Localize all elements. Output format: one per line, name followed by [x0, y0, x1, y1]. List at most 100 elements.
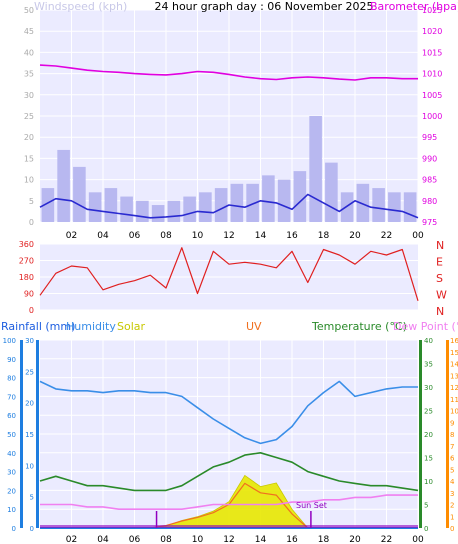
- wind-axis-tick-label: 40: [24, 48, 34, 57]
- temp-x-tick-label: 04: [97, 535, 109, 544]
- uv-axis-tick-label: 9: [450, 419, 454, 427]
- wind-gust-bar: [104, 188, 118, 222]
- uv-axis-tick-label: 2: [450, 502, 454, 510]
- wind-x-tick-label: 06: [129, 231, 141, 241]
- wind-gust-bar: [183, 196, 196, 222]
- legend-rainfall: Rainfall (mm): [1, 320, 75, 333]
- temp-x-tick-label: 18: [318, 535, 330, 544]
- wind-x-tick-label: 10: [192, 231, 204, 241]
- uv-axis-tick-label: 3: [450, 490, 454, 498]
- temp-axis-tick-label: 5: [424, 502, 428, 510]
- wind-gust-bar: [120, 196, 133, 222]
- barometer-axis-tick-label: 1025: [422, 6, 442, 15]
- wind-axis-tick-label: 0: [29, 218, 34, 227]
- wind-axis-tick-label: 35: [24, 70, 34, 79]
- wind-gust-bar: [325, 162, 338, 222]
- compass-tick-label: E: [436, 256, 443, 269]
- wind-average-line: [39, 193, 419, 219]
- temp-x-tick-label: 16: [286, 535, 298, 544]
- direction-axis-tick-label: 360: [19, 240, 34, 249]
- dewpoint-line: [40, 494, 418, 511]
- legend-uv: UV: [246, 320, 262, 333]
- barometer-axis-tick-label: 1010: [422, 70, 442, 79]
- barometer-axis-tick-label: 1005: [422, 91, 442, 100]
- uv-axis-tick-label: 1: [450, 513, 454, 521]
- wind-gust-bar: [136, 200, 149, 222]
- barometer-axis-tick-label: 995: [422, 133, 437, 142]
- humidity-line: [39, 380, 418, 445]
- barometer-axis-tick-label: 985: [422, 176, 437, 185]
- barometer-axis-tick-label: 975: [422, 218, 437, 227]
- wind-gust-bar: [167, 200, 181, 222]
- temp-x-tick-label: 08: [160, 535, 172, 544]
- wind-gust-bar: [246, 183, 259, 222]
- wind-axis-tick-label: 50: [24, 6, 34, 15]
- wind-gust-bar: [340, 192, 354, 222]
- humidity-axis-tick-label: 70: [7, 393, 16, 401]
- temp-axis-tick-label: 30: [424, 384, 433, 392]
- direction-axis-tick-label: 270: [19, 257, 34, 266]
- temp-axis-tick-label: 25: [424, 408, 433, 416]
- rain-axis-tick-label: 20: [25, 400, 34, 408]
- barometer-axis-label: Barometer (hpa): [370, 0, 458, 13]
- legend-temperature: Temperature (°C): [311, 320, 407, 333]
- compass-tick-label: N: [436, 305, 444, 318]
- temp-axis-tick-label: 10: [424, 478, 433, 486]
- rain-axis-tick-label: 30: [25, 337, 34, 345]
- wind-x-tick-label: 00: [412, 231, 424, 241]
- series-lines: [39, 64, 419, 529]
- wind-direction-line: [39, 247, 419, 301]
- uv-axis-tick-label: 0: [450, 525, 454, 533]
- wind-gust-bar: [388, 192, 401, 222]
- wind-x-tick-label: 20: [349, 231, 361, 241]
- wind-gust-bar: [262, 175, 275, 222]
- barometer-axis-tick-label: 1020: [422, 27, 442, 36]
- uv-axis-tick-label: 5: [450, 466, 454, 474]
- wind-gust-bar: [230, 183, 244, 222]
- temp-axis-tick-label: 35: [424, 361, 433, 369]
- rain-axis-bar: [36, 340, 39, 528]
- barometer-axis-tick-label: 1000: [422, 112, 442, 121]
- wind-x-tick-label: 04: [97, 231, 109, 241]
- wind-axis-tick-label: 10: [24, 176, 34, 185]
- wind-gust-bar: [41, 188, 55, 222]
- legend-humidity: Humidity: [66, 320, 116, 333]
- temp-x-tick-label: 20: [349, 535, 361, 544]
- wind-gust-bar: [214, 188, 228, 222]
- rain-axis-tick-label: 10: [25, 462, 34, 470]
- wind-x-tick-label: 16: [286, 231, 298, 241]
- graph-title: 24 hour graph day : 06 November 2025: [154, 0, 373, 13]
- wind-x-tick-label: 18: [318, 231, 330, 241]
- uv-axis-tick-label: 16: [450, 337, 458, 345]
- barometer-axis-tick-label: 1015: [422, 48, 442, 57]
- wind-gust-bar: [199, 192, 212, 222]
- uv-axis-tick-label: 13: [450, 372, 458, 380]
- humidity-axis-tick-label: 30: [7, 469, 16, 477]
- windspeed-axis-label: Windspeed (kph): [34, 0, 127, 13]
- direction-axis-tick-label: 90: [24, 290, 34, 299]
- temperature-line: [39, 451, 419, 492]
- compass-tick-label: S: [436, 272, 443, 285]
- rain-axis-tick-label: 5: [30, 494, 34, 502]
- wind-gust-bar: [151, 205, 165, 222]
- uv-axis-tick-label: 15: [450, 349, 458, 357]
- sunset-label: Sun Set: [296, 501, 327, 510]
- wind-gust-bar: [277, 179, 291, 222]
- wind-axis-tick-label: 45: [24, 27, 34, 36]
- axis-ticks: 0510152025303540455097598098599099510001…: [3, 6, 458, 544]
- wind-gust-bar: [73, 166, 86, 222]
- direction-axis-tick-label: 0: [29, 306, 34, 315]
- temp-axis-bar: [419, 340, 422, 528]
- temp-x-tick-label: 02: [66, 535, 77, 544]
- temp-axis-tick-label: 40: [424, 337, 433, 345]
- wind-gust-bar: [372, 188, 385, 222]
- wind-x-tick-label: 14: [255, 231, 267, 241]
- wind-gust-bar: [88, 192, 102, 222]
- uv-axis-tick-label: 4: [450, 478, 455, 486]
- wind-x-tick-label: 08: [160, 231, 172, 241]
- humidity-axis-tick-label: 20: [7, 487, 16, 495]
- wind-axis-tick-label: 20: [24, 133, 34, 142]
- temp-x-tick-label: 10: [192, 535, 204, 544]
- wind-axis-tick-label: 25: [24, 112, 34, 121]
- humidity-axis-tick-label: 60: [7, 412, 16, 420]
